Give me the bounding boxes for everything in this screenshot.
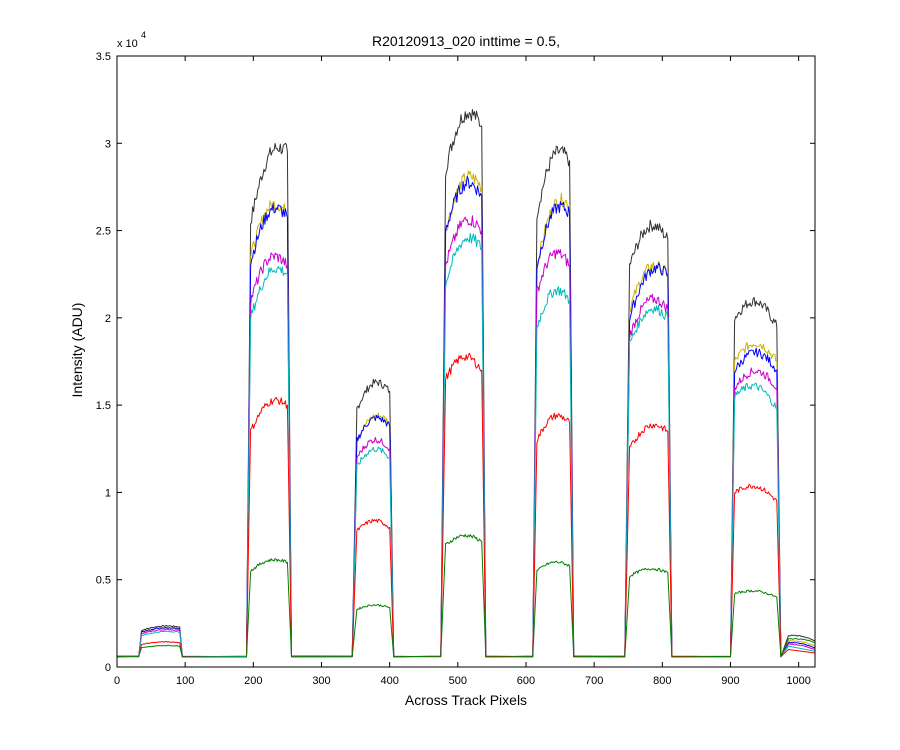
x-tick-label: 900	[721, 675, 739, 687]
series-line-cyan	[116, 232, 816, 658]
x-tick-label: 800	[653, 675, 671, 687]
y-tick-label: 3.5	[96, 51, 111, 63]
y-axis: 0 0.5 1 1.5 2 2.5 3 3.5	[96, 51, 815, 674]
x-axis: 0 100 200 300 400 500 600 700 800 900 1000	[114, 56, 811, 687]
y-tick-label: 1.5	[96, 400, 111, 412]
series-line-magenta	[116, 215, 816, 658]
x-tick-label: 500	[449, 675, 467, 687]
x-tick-label: 600	[517, 675, 535, 687]
x-tick-label: 1000	[786, 675, 810, 687]
plot-area-frame	[116, 55, 816, 668]
y-axis-exponent-power: 4	[141, 30, 146, 40]
series-layer	[116, 109, 816, 658]
x-tick-label: 0	[114, 675, 120, 687]
series-line-yellow	[116, 170, 816, 658]
series-line-black	[117, 109, 816, 658]
y-tick-label: 3	[105, 138, 111, 150]
series-line-blue	[116, 176, 816, 658]
y-tick-label: 0.5	[96, 575, 111, 587]
y-axis-label: Intensity (ADU)	[69, 303, 85, 398]
series-line-red	[117, 352, 816, 658]
x-tick-label: 100	[176, 675, 194, 687]
series-line-green	[116, 534, 816, 658]
x-tick-label: 700	[585, 675, 603, 687]
x-tick-label: 300	[312, 675, 330, 687]
y-tick-label: 2.5	[96, 226, 111, 238]
chart-title: R20120913_020 inttime = 0.5,	[372, 33, 560, 49]
y-tick-label: 1	[105, 487, 111, 499]
x-tick-label: 200	[244, 675, 262, 687]
y-tick-label: 2	[105, 313, 111, 325]
y-axis-exponent-label: x 10	[117, 38, 138, 50]
x-axis-label: Across Track Pixels	[405, 692, 527, 708]
x-tick-label: 400	[380, 675, 398, 687]
y-tick-label: 0	[105, 662, 111, 674]
